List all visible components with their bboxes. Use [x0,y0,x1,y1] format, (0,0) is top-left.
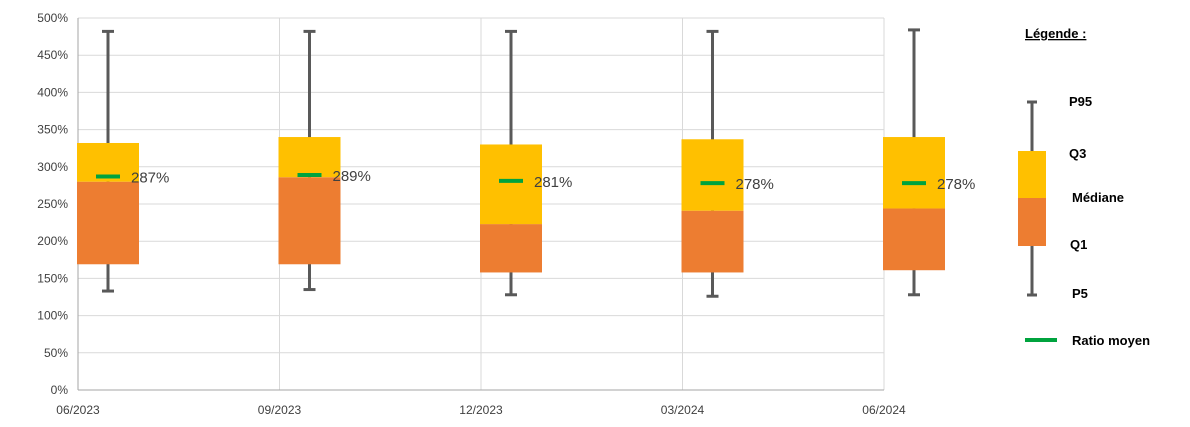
y-tick-label: 200% [37,234,68,248]
box-series: 287% 289% 281% 278% 278% [77,28,975,298]
legend-p95: P95 [1069,94,1092,109]
legend-p5: P5 [1072,286,1088,301]
y-tick-label: 150% [37,271,68,285]
box-upper [883,137,945,209]
y-tick-label: 400% [37,85,68,99]
legend-q3: Q3 [1069,146,1086,161]
y-tick-label: 50% [44,346,68,360]
box-upper [480,144,542,225]
y-tick-label: 500% [37,11,68,25]
mean-label: 289% [333,168,371,185]
y-tick-label: 100% [37,309,68,323]
box-lower [883,208,945,271]
box-lower [278,177,341,265]
legend-mean: Ratio moyen [1072,333,1150,348]
x-tick-label: 12/2023 [459,403,503,417]
y-axis: 0% 50% 100% 150% 200% 250% 300% 350% 400% 450% 500… [37,11,79,397]
x-tick-label: 06/2024 [862,403,906,417]
box-lower [480,224,542,273]
y-tick-label: 0% [51,383,69,397]
legend: Légende : P95 Q3 Médiane Q1 P5 Ratio moy… [1018,26,1150,348]
y-tick-label: 450% [37,48,68,62]
x-tick-label: 06/2023 [56,403,100,417]
box-lower [77,181,139,265]
y-tick-label: 300% [37,160,68,174]
box-upper [681,139,744,211]
y-tick-label: 350% [37,123,68,137]
legend-lower-box [1018,198,1046,246]
mean-label: 287% [131,169,169,186]
legend-upper-box [1018,151,1046,198]
legend-q1: Q1 [1070,237,1087,252]
legend-median: Médiane [1072,190,1124,205]
box-lower [681,210,744,273]
y-tick-label: 250% [37,197,68,211]
x-tick-label: 09/2023 [258,403,302,417]
mean-label: 278% [937,176,975,193]
mean-label: 281% [534,174,572,191]
legend-title: Légende : [1025,26,1086,41]
mean-label: 278% [736,176,774,193]
x-axis: 06/2023 09/2023 12/2023 03/2024 06/2024 [56,389,906,417]
box-upper [278,137,341,178]
x-tick-label: 03/2024 [661,403,705,417]
